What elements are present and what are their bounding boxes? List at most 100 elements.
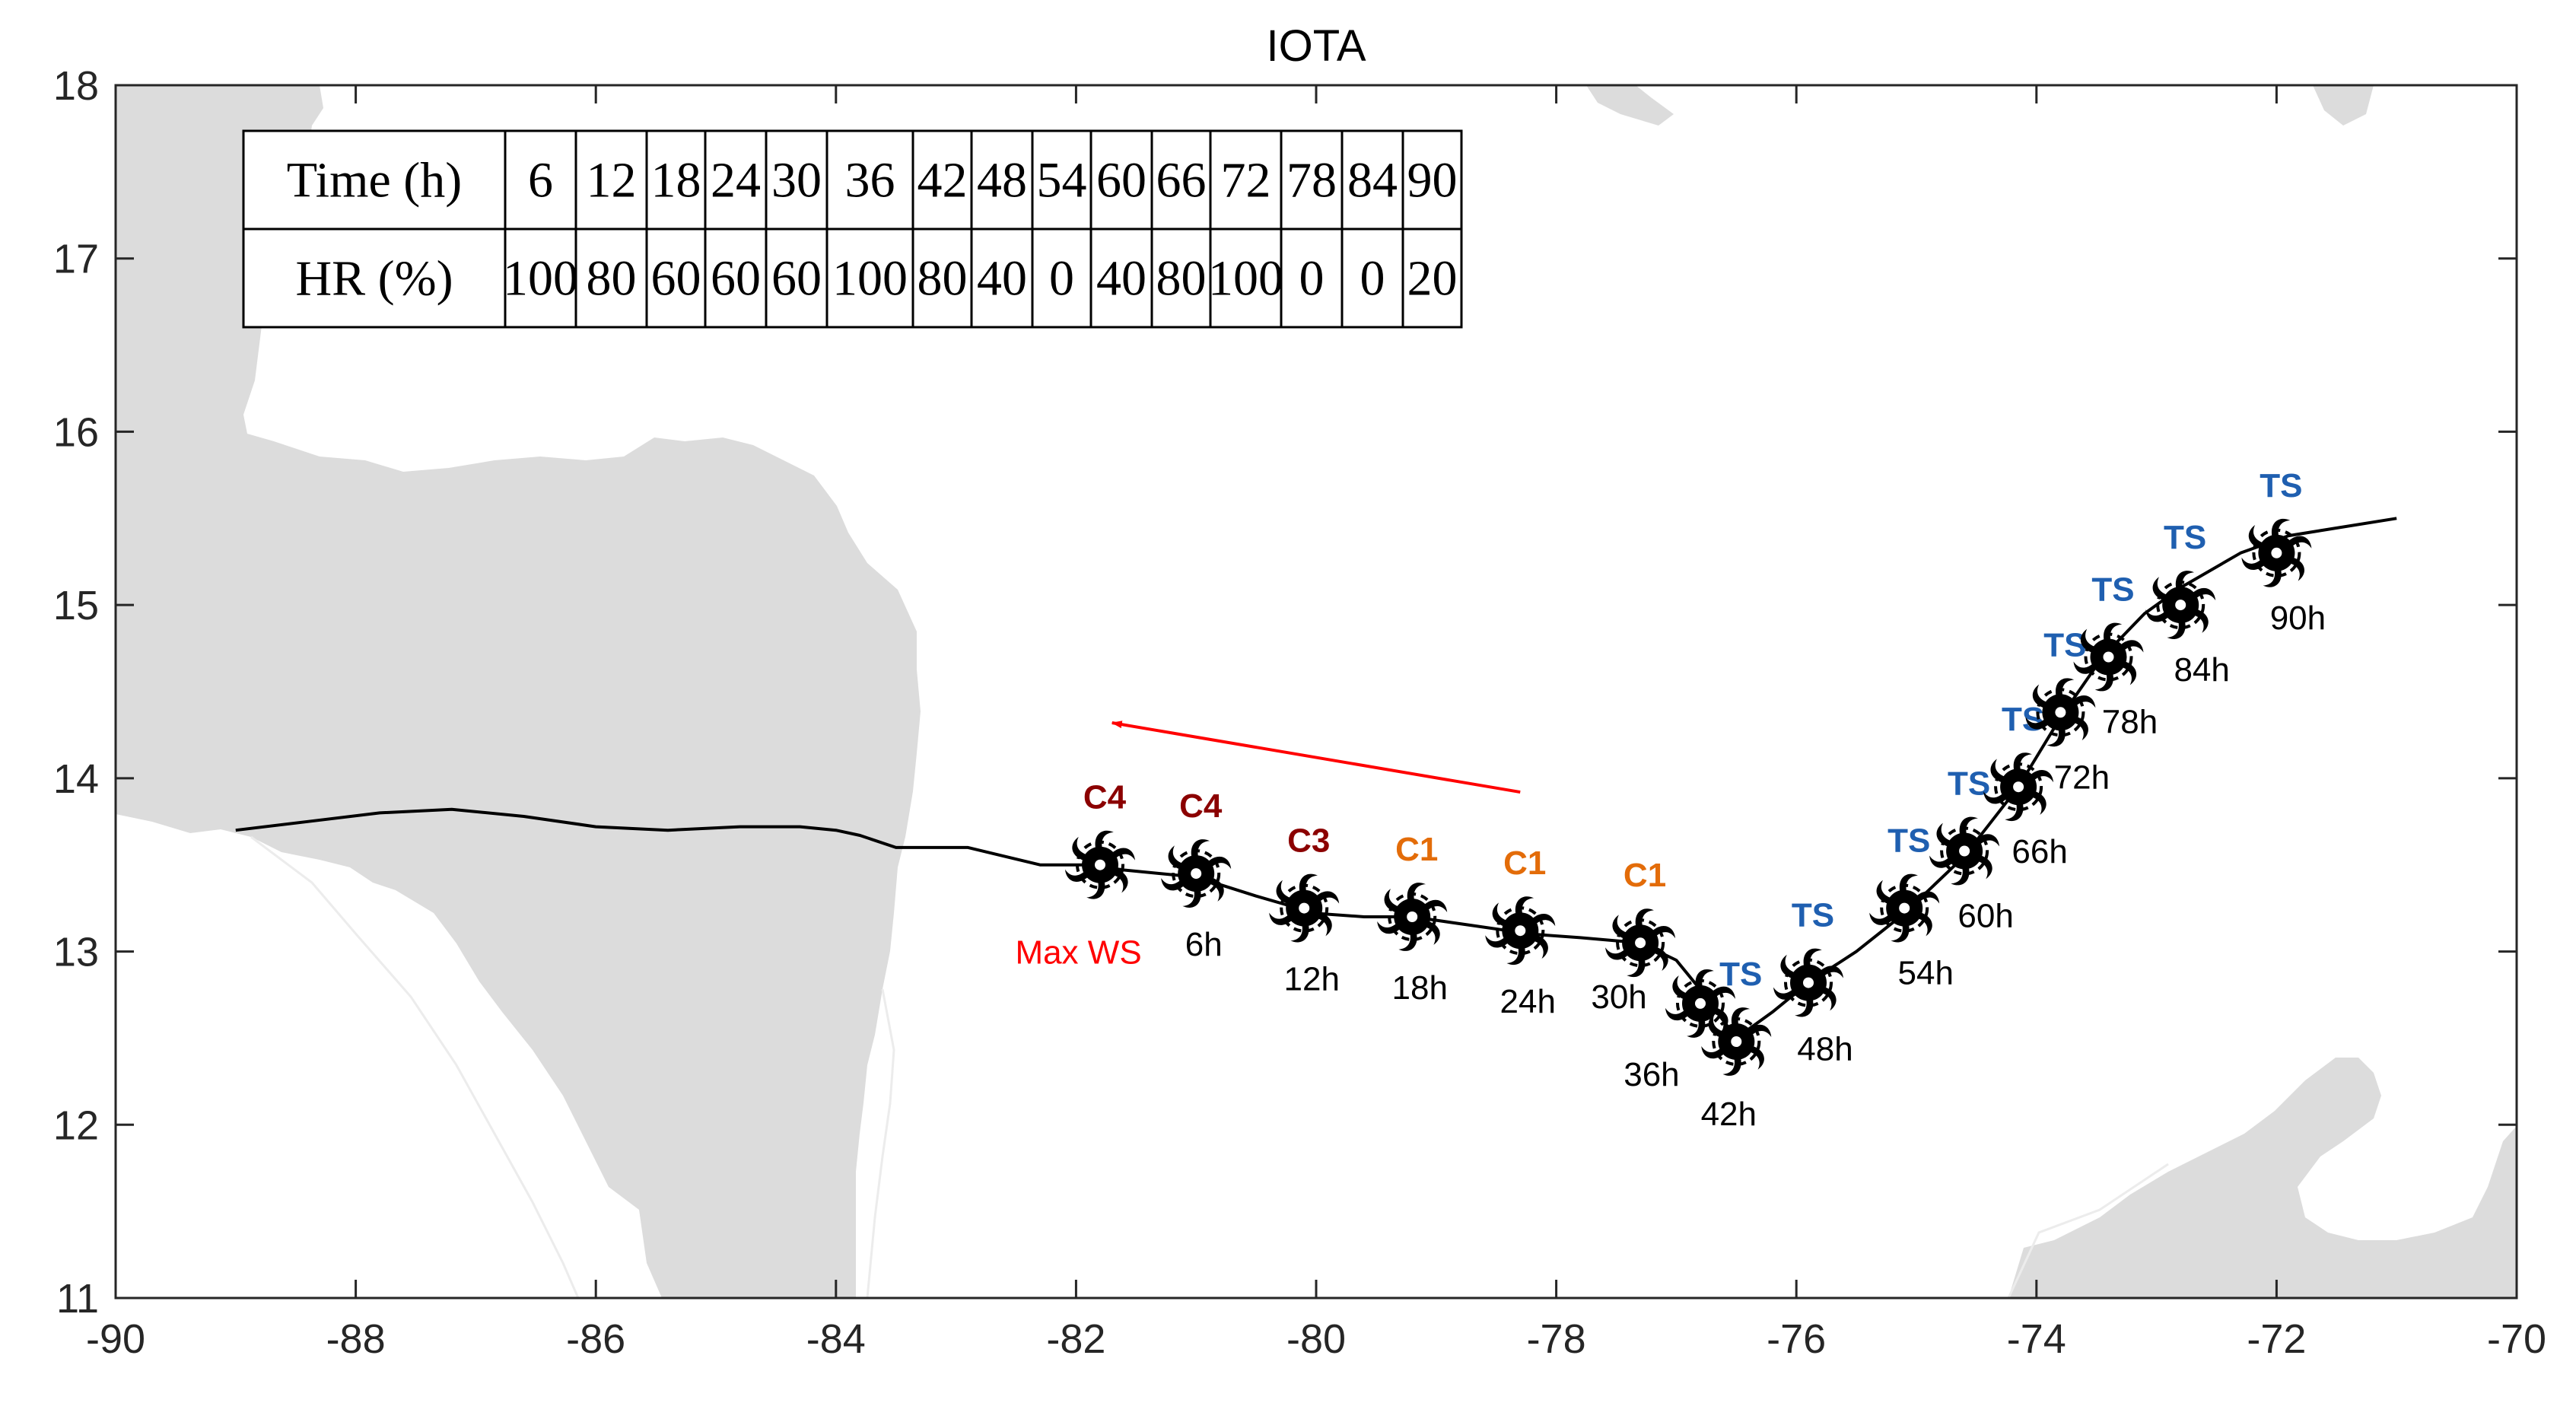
category-label: TS xyxy=(2164,519,2206,556)
table-hr-cell: 20 xyxy=(1407,251,1458,307)
x-tick-label: -80 xyxy=(1286,1316,1346,1362)
category-label: C1 xyxy=(1624,857,1666,894)
y-tick-label: 17 xyxy=(53,237,99,282)
category-label: TS xyxy=(1719,956,1762,993)
table-time-cell: 72 xyxy=(1221,153,1271,208)
table-time-cell: 30 xyxy=(771,153,822,208)
hurricane-icon xyxy=(1485,896,1556,965)
y-tick-label: 16 xyxy=(53,409,99,455)
x-tick-label: -90 xyxy=(86,1316,145,1362)
hurricane-icon xyxy=(1665,969,1735,1038)
table-header-label: Time (h) xyxy=(287,153,462,208)
table-time-cell: 54 xyxy=(1037,153,1087,208)
table-time-cell: 24 xyxy=(711,153,761,208)
hurricane-icon xyxy=(1377,883,1448,951)
hurricane-icon xyxy=(2025,678,2096,747)
table-time-cell: 36 xyxy=(845,153,895,208)
x-tick-label: -76 xyxy=(1767,1316,1826,1362)
hurricane-icon xyxy=(1701,1007,1772,1076)
table-time-cell: 18 xyxy=(651,153,701,208)
hurricane-icon xyxy=(2241,519,2312,587)
category-label: TS xyxy=(2091,571,2134,608)
hit-rate-table: Time (h)HR (%)61001280186024603060361004… xyxy=(242,129,1463,329)
coastline-outlines xyxy=(250,835,2169,1298)
table-row-label: HR (%) xyxy=(295,251,453,307)
hurricane-icon xyxy=(1161,839,1232,908)
time-label: 12h xyxy=(1284,961,1340,998)
table-time-cell: 60 xyxy=(1096,153,1146,208)
table-hr-cell: 0 xyxy=(1049,251,1074,307)
south-america-land xyxy=(2008,1058,2517,1298)
time-label: 66h xyxy=(2012,833,2067,870)
haiti-land xyxy=(2313,85,2374,126)
category-label: TS xyxy=(2260,467,2302,504)
table-hr-cell: 0 xyxy=(1360,251,1385,307)
y-tick-label: 18 xyxy=(53,63,99,109)
x-tick-label: -86 xyxy=(566,1316,625,1362)
x-tick-label: -84 xyxy=(806,1316,866,1362)
table-time-cell: 84 xyxy=(1347,153,1398,208)
time-label: 36h xyxy=(1624,1056,1679,1093)
y-tick-label: 14 xyxy=(53,756,99,802)
category-label: C4 xyxy=(1083,779,1127,816)
category-label: TS xyxy=(1948,765,1990,802)
y-tick-label: 13 xyxy=(53,930,99,975)
table-hr-cell: 80 xyxy=(587,251,637,307)
central-america-land xyxy=(116,85,921,1298)
y-tick-label: 11 xyxy=(56,1276,99,1322)
hurricane-icon xyxy=(1983,752,2054,821)
hurricane-icon xyxy=(1869,873,1940,943)
table-time-cell: 90 xyxy=(1407,153,1458,208)
category-label: C4 xyxy=(1179,787,1223,825)
table-hr-cell: 100 xyxy=(832,251,908,307)
chart-title: IOTA xyxy=(1266,21,1366,71)
time-label: 24h xyxy=(1500,983,1556,1020)
hurricane-icon xyxy=(1065,830,1135,899)
table-time-cell: 66 xyxy=(1156,153,1207,208)
table-hr-cell: 80 xyxy=(1156,251,1207,307)
x-tick-label: -74 xyxy=(2007,1316,2066,1362)
category-label: TS xyxy=(2002,701,2044,738)
y-tick-label: 15 xyxy=(53,583,99,628)
table-hr-cell: 40 xyxy=(977,251,1027,307)
cuba-land xyxy=(1586,85,1674,126)
category-label: C3 xyxy=(1287,822,1330,860)
time-label: 78h xyxy=(2102,703,2158,740)
category-label: TS xyxy=(1792,897,1834,934)
table-hr-cell: 60 xyxy=(651,251,701,307)
hurricane-icon xyxy=(1929,816,2000,886)
movement-direction-arrow xyxy=(1111,721,1521,794)
table-time-cell: 42 xyxy=(918,153,968,208)
table-hr-cell: 40 xyxy=(1096,251,1146,307)
time-label: 72h xyxy=(2054,759,2110,796)
table-hr-cell: 60 xyxy=(771,251,822,307)
time-label: 54h xyxy=(1898,955,1954,992)
category-label: C1 xyxy=(1503,845,1546,882)
hurricane-icon xyxy=(2145,571,2216,639)
time-label: 90h xyxy=(2270,600,2326,637)
x-tick-label: -82 xyxy=(1046,1316,1105,1362)
category-label: C1 xyxy=(1395,831,1438,868)
time-label: 30h xyxy=(1591,978,1646,1016)
hurricane-icon xyxy=(2073,622,2144,692)
time-label: 42h xyxy=(1701,1096,1757,1133)
time-label: 6h xyxy=(1185,926,1223,963)
table-hr-cell: 60 xyxy=(711,251,761,307)
hurricane-icon xyxy=(1605,908,1676,977)
category-label: TS xyxy=(1887,822,1930,860)
time-label: 48h xyxy=(1797,1031,1852,1068)
table-time-cell: 6 xyxy=(528,153,553,208)
table-hr-cell: 80 xyxy=(918,251,968,307)
y-tick-label: 12 xyxy=(53,1102,99,1148)
hurricane-icon xyxy=(1773,948,1843,1017)
table-hr-cell: 100 xyxy=(1208,251,1283,307)
time-label: 18h xyxy=(1392,969,1448,1007)
x-tick-label: -78 xyxy=(1527,1316,1586,1362)
table-time-cell: 78 xyxy=(1286,153,1337,208)
x-tick-label: -88 xyxy=(326,1316,386,1362)
hurricane-icon xyxy=(1269,873,1340,943)
table-time-cell: 12 xyxy=(587,153,637,208)
table-hr-cell: 100 xyxy=(503,251,578,307)
land-masses xyxy=(116,85,2517,1298)
